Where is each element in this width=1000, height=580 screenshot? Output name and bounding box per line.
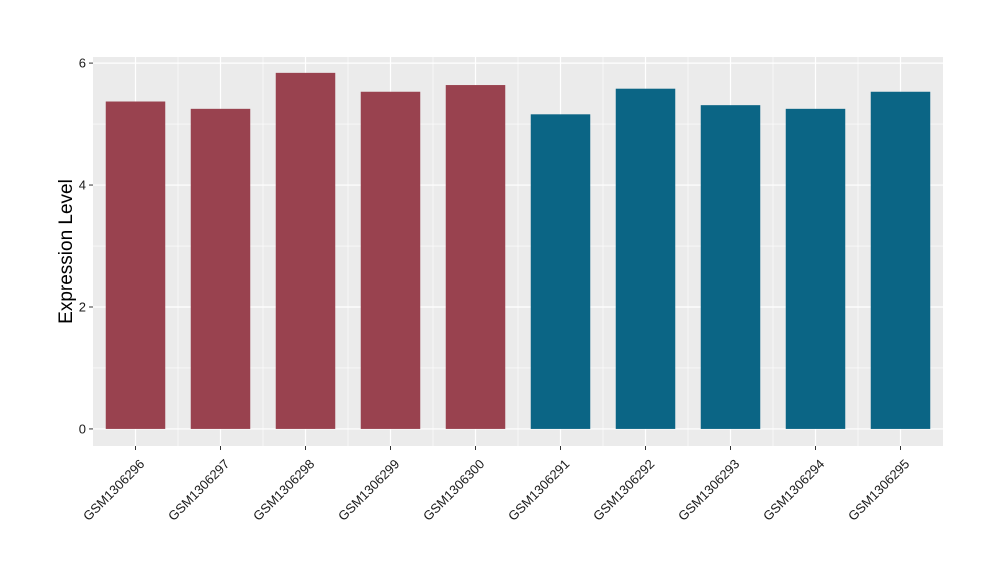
bar-GSM1306293 (700, 105, 761, 429)
x-tick-label: GSM1306298 (250, 456, 317, 523)
x-tick-label: GSM1306300 (420, 456, 487, 523)
y-tick-label: 4 (79, 178, 86, 193)
x-tick-label: GSM1306296 (80, 456, 147, 523)
y-tick-label: 0 (79, 421, 86, 436)
x-tick-label: GSM1306293 (675, 456, 742, 523)
bar-GSM1306294 (785, 108, 846, 429)
y-tick-label: 2 (79, 299, 86, 314)
bar-GSM1306295 (870, 91, 931, 429)
x-tick-label: GSM1306299 (335, 456, 402, 523)
x-tick-label: GSM1306297 (165, 456, 232, 523)
y-axis: 0 2 4 6 (79, 56, 93, 436)
x-tick-label: GSM1306291 (505, 456, 572, 523)
x-tick-label: GSM1306295 (845, 456, 912, 523)
bar-GSM1306296 (105, 101, 166, 429)
bar-GSM1306299 (360, 91, 421, 429)
bars (105, 72, 931, 429)
y-tick-label: 6 (79, 56, 86, 71)
x-axis: GSM1306296 GSM1306297 GSM1306298 GSM1306299… (80, 446, 912, 524)
y-axis-title: Expression Level (56, 179, 77, 324)
x-tick-label: GSM1306292 (590, 456, 657, 523)
bar-GSM1306291 (530, 114, 591, 429)
bar-GSM1306300 (445, 85, 506, 429)
bar-GSM1306292 (615, 88, 676, 429)
bar-GSM1306298 (275, 72, 336, 429)
x-tick-label: GSM1306294 (760, 456, 827, 523)
bar-GSM1306297 (190, 108, 251, 429)
